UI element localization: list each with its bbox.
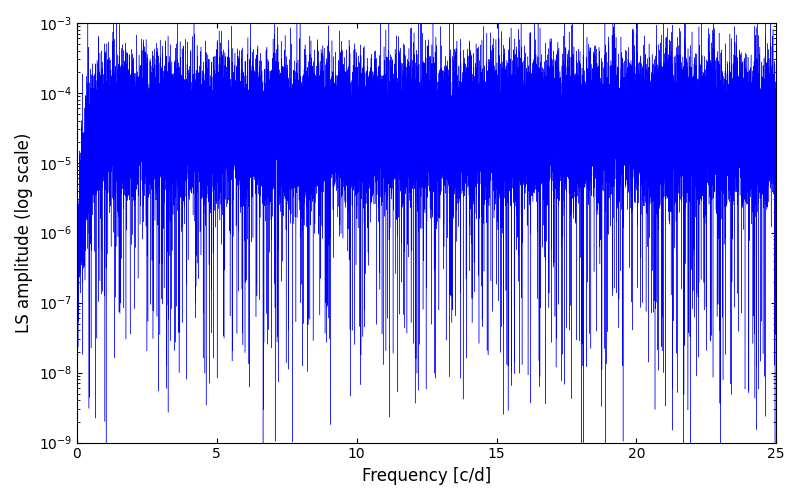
Y-axis label: LS amplitude (log scale): LS amplitude (log scale) [15, 132, 33, 333]
X-axis label: Frequency [c/d]: Frequency [c/d] [362, 467, 491, 485]
